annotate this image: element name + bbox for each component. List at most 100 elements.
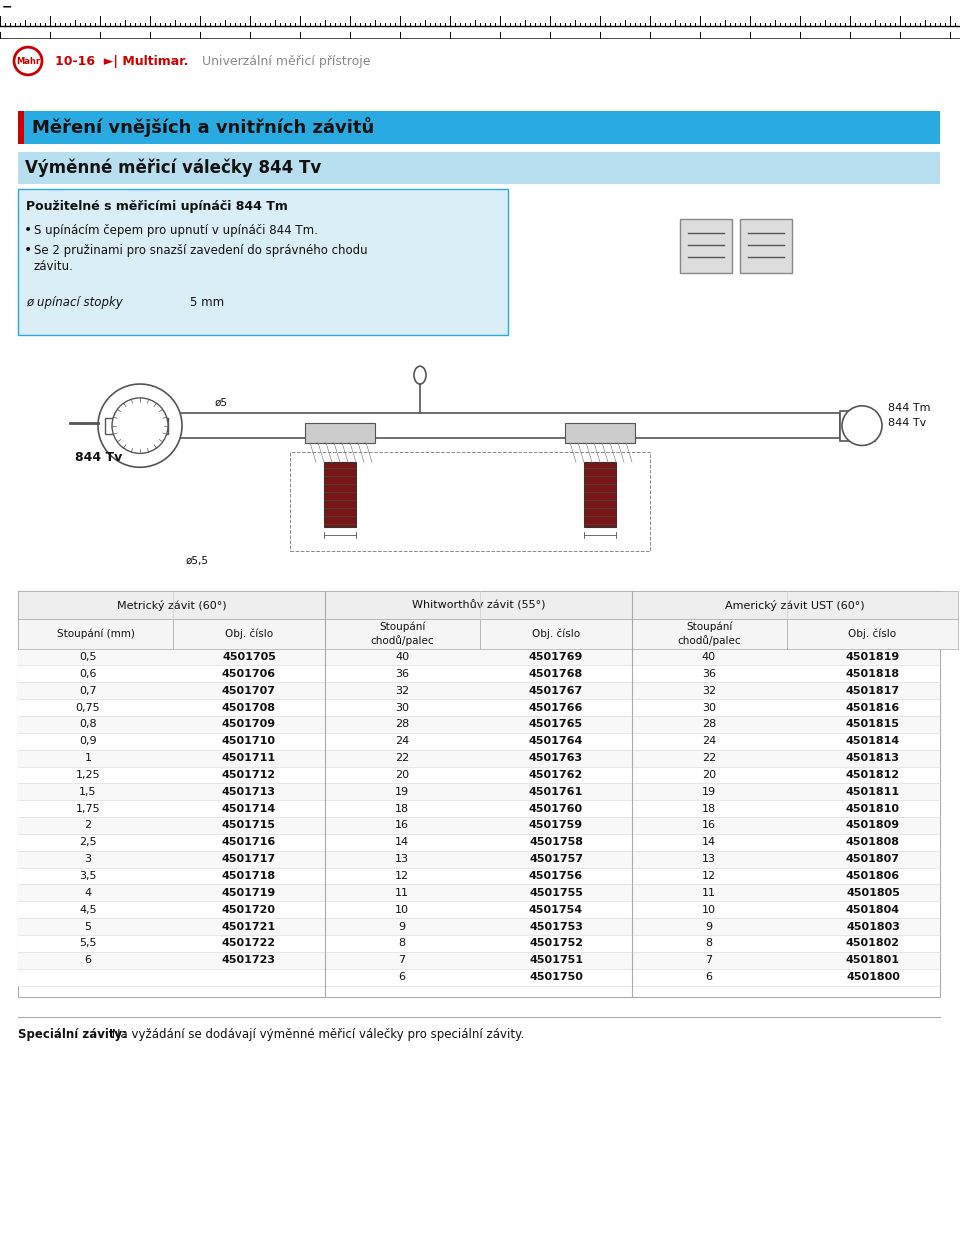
Text: 4501751: 4501751 [529, 956, 583, 966]
Text: 4501750: 4501750 [529, 972, 583, 982]
Text: Stoupání
chodů/palec: Stoupání chodů/palec [371, 622, 434, 646]
Text: 4501758: 4501758 [529, 837, 583, 847]
Text: 4501756: 4501756 [529, 871, 583, 881]
Text: 4501752: 4501752 [529, 938, 583, 948]
Text: 4501819: 4501819 [846, 652, 900, 662]
Text: 6: 6 [398, 972, 405, 982]
Circle shape [98, 384, 182, 467]
Text: 4: 4 [84, 888, 91, 898]
Text: Speciální závity:: Speciální závity: [18, 1027, 127, 1041]
Bar [105, 413, 840, 438]
Bar [565, 423, 635, 442]
Text: 4501803: 4501803 [846, 922, 900, 932]
Text: 5: 5 [84, 922, 91, 932]
Text: 0,75: 0,75 [76, 703, 100, 713]
Text: S upínácím čepem pro upnutí v upínáči 844 Tm.: S upínácím čepem pro upnutí v upínáči 84… [34, 224, 318, 237]
Bar [18, 801, 940, 817]
Bar [325, 592, 632, 619]
Text: 14: 14 [395, 837, 409, 847]
Text: 4501802: 4501802 [846, 938, 900, 948]
Text: 10: 10 [702, 905, 716, 915]
Text: 4501706: 4501706 [222, 669, 276, 679]
Text: 4501723: 4501723 [222, 956, 276, 966]
Text: Měření vnějších a vnitřních závitů: Měření vnějších a vnitřních závitů [32, 117, 374, 137]
Text: 16: 16 [395, 821, 409, 831]
Bar [18, 682, 940, 699]
Bar [18, 867, 940, 884]
Text: 4501811: 4501811 [846, 787, 900, 797]
Text: 0,9: 0,9 [79, 737, 97, 747]
Text: 4501801: 4501801 [846, 956, 900, 966]
Text: 4501721: 4501721 [222, 922, 276, 932]
Text: 10-16  ►| Multimar.: 10-16 ►| Multimar. [55, 54, 188, 68]
Bar [18, 716, 940, 733]
Text: 19: 19 [702, 787, 716, 797]
Text: 30: 30 [702, 703, 716, 713]
Text: 4501705: 4501705 [222, 652, 276, 662]
Text: 4501766: 4501766 [529, 703, 583, 713]
Text: 4501762: 4501762 [529, 771, 583, 779]
Text: 4501805: 4501805 [846, 888, 900, 898]
Bar [18, 592, 940, 997]
Text: 4501709: 4501709 [222, 719, 276, 729]
Text: 20: 20 [702, 771, 716, 779]
Text: 28: 28 [395, 719, 409, 729]
Bar [18, 111, 940, 145]
Text: závitu.: závitu. [34, 259, 74, 273]
Bar [584, 462, 616, 526]
Text: 844 Tm: 844 Tm [888, 403, 930, 413]
Bar [18, 648, 940, 666]
Text: Výměnné měřicí válečky 844 Tv: Výměnné měřicí válečky 844 Tv [25, 159, 322, 178]
Text: 4501767: 4501767 [529, 686, 583, 696]
Text: 9: 9 [706, 922, 712, 932]
Bar [18, 918, 940, 935]
Bar [632, 592, 958, 619]
Text: 5 mm: 5 mm [190, 296, 224, 310]
Text: 4501764: 4501764 [529, 737, 583, 747]
Text: 4501765: 4501765 [529, 719, 583, 729]
Text: 4501800: 4501800 [846, 972, 900, 982]
Text: 4501813: 4501813 [846, 753, 900, 763]
Text: 4501722: 4501722 [222, 938, 276, 948]
Text: 0,8: 0,8 [79, 719, 97, 729]
Text: 11: 11 [395, 888, 409, 898]
Text: Whitworthův závit (55°): Whitworthův závit (55°) [412, 599, 545, 611]
Bar [18, 833, 940, 851]
Text: 18: 18 [702, 803, 716, 813]
Text: 14: 14 [702, 837, 716, 847]
Text: 4501712: 4501712 [222, 771, 276, 779]
Text: •: • [24, 243, 33, 257]
Text: Stoupání
chodů/palec: Stoupání chodů/palec [678, 622, 741, 646]
Bar [18, 767, 940, 783]
Bar [18, 952, 940, 968]
Bar [18, 968, 940, 986]
Text: Použitelné s měřicími upínáči 844 Tm: Použitelné s měřicími upínáči 844 Tm [26, 200, 288, 213]
Text: 4501754: 4501754 [529, 905, 583, 915]
Text: 4501720: 4501720 [222, 905, 276, 915]
Text: 4501716: 4501716 [222, 837, 276, 847]
Text: 844 Tv: 844 Tv [888, 418, 926, 428]
Text: 4501808: 4501808 [846, 837, 900, 847]
Bar [18, 619, 173, 648]
Text: 844 Tv: 844 Tv [75, 451, 122, 463]
Bar [740, 219, 792, 273]
Text: 6: 6 [706, 972, 712, 982]
Text: Se 2 pružinami pro snazší zavedení do správného chodu: Se 2 pružinami pro snazší zavedení do sp… [34, 244, 368, 257]
Text: ø5: ø5 [215, 398, 228, 408]
Text: 4501757: 4501757 [529, 854, 583, 864]
Bar [18, 935, 940, 952]
Bar [18, 699, 940, 716]
Bar [105, 418, 168, 433]
Text: 4501760: 4501760 [529, 803, 583, 813]
Text: 30: 30 [395, 703, 409, 713]
Bar [18, 592, 325, 619]
Bar [480, 619, 632, 648]
Text: 1,25: 1,25 [76, 771, 100, 779]
Text: 7: 7 [398, 956, 405, 966]
Text: 4501710: 4501710 [222, 737, 276, 747]
Bar [840, 410, 875, 441]
Text: 1,75: 1,75 [76, 803, 100, 813]
Text: 22: 22 [702, 753, 716, 763]
Text: Metrický závit (60°): Metrický závit (60°) [117, 599, 227, 611]
Text: 16: 16 [702, 821, 716, 831]
